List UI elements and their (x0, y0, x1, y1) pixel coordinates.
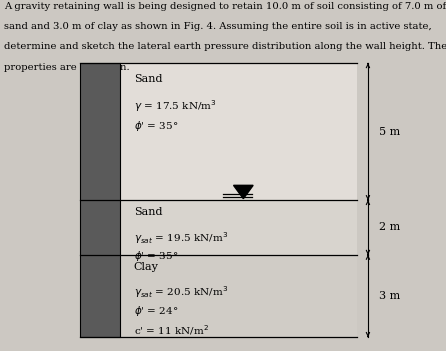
Text: sand and 3.0 m of clay as shown in Fig. 4. Assuming the entire soil is in active: sand and 3.0 m of clay as shown in Fig. … (4, 22, 432, 31)
Polygon shape (234, 185, 253, 199)
Bar (120, 255, 357, 337)
Text: A gravity retaining wall is being designed to retain 10.0 m of soil consisting o: A gravity retaining wall is being design… (4, 2, 446, 11)
Text: c' = 11 kN/m$^2$: c' = 11 kN/m$^2$ (134, 323, 209, 337)
Text: $\phi$' = 35°: $\phi$' = 35° (134, 119, 178, 133)
Text: $\gamma_{sat}$ = 20.5 kN/m$^3$: $\gamma_{sat}$ = 20.5 kN/m$^3$ (134, 285, 228, 300)
Text: $\gamma_{sat}$ = 19.5 kN/m$^3$: $\gamma_{sat}$ = 19.5 kN/m$^3$ (134, 230, 228, 246)
Text: Sand: Sand (134, 207, 162, 217)
Text: Sand: Sand (134, 74, 162, 84)
Text: 5 m: 5 m (379, 127, 401, 137)
Text: 2 m: 2 m (379, 223, 401, 232)
Bar (80, 63, 120, 337)
Text: $\phi$' = 24°: $\phi$' = 24° (134, 304, 178, 318)
Text: $\phi$' = 35°: $\phi$' = 35° (134, 249, 178, 263)
Text: determine and sketch the lateral earth pressure distribution along the wall heig: determine and sketch the lateral earth p… (4, 42, 446, 52)
Text: properties are as shown.: properties are as shown. (4, 63, 130, 72)
Text: 3 m: 3 m (379, 291, 401, 301)
Text: $\gamma$ = 17.5 kN/m$^3$: $\gamma$ = 17.5 kN/m$^3$ (134, 98, 216, 114)
Bar (120, 200, 357, 255)
Bar (120, 63, 357, 200)
Text: Clay: Clay (134, 262, 159, 272)
